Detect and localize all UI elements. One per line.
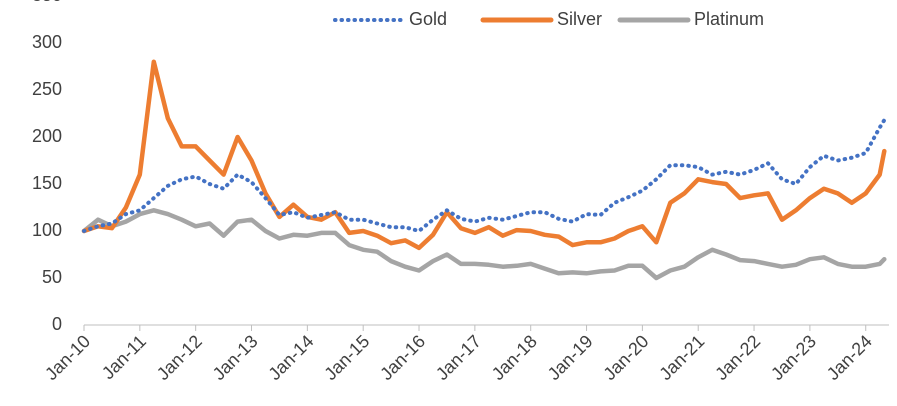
y-tick-label: 300: [32, 32, 62, 52]
legend-label: Silver: [557, 9, 602, 29]
x-tick-label: Jan-10: [41, 331, 94, 384]
x-tick-label: Jan-17: [432, 331, 485, 384]
x-tick-label: Jan-13: [209, 331, 262, 384]
legend-label: Platinum: [694, 9, 764, 29]
legend-label: Gold: [409, 9, 447, 29]
x-tick-label: Jan-15: [320, 331, 373, 384]
x-tick-label: Jan-19: [544, 331, 597, 384]
y-tick-label: 150: [32, 173, 62, 193]
x-tick-label: Jan-23: [767, 331, 820, 384]
y-tick-label: 250: [32, 79, 62, 99]
y-tick-label: 0: [52, 314, 62, 334]
x-tick-label: Jan-20: [600, 331, 653, 384]
series-line: [82, 118, 887, 233]
series-line: [81, 59, 887, 251]
x-tick-label: Jan-12: [153, 331, 206, 384]
y-tick-label: 50: [42, 267, 62, 287]
y-tick-label: 350: [32, 0, 62, 5]
x-tick-label: Jan-21: [655, 331, 708, 384]
x-tick-label: Jan-24: [823, 331, 876, 384]
y-tick-label: 200: [32, 126, 62, 146]
y-tick-label: 100: [32, 220, 62, 240]
x-tick-label: Jan-22: [711, 331, 764, 384]
series-line: [81, 208, 887, 281]
x-tick-label: Jan-18: [488, 331, 541, 384]
x-tick-label: Jan-11: [98, 331, 150, 383]
x-tick-label: Jan-14: [264, 331, 317, 384]
x-tick-label: Jan-16: [376, 331, 429, 384]
